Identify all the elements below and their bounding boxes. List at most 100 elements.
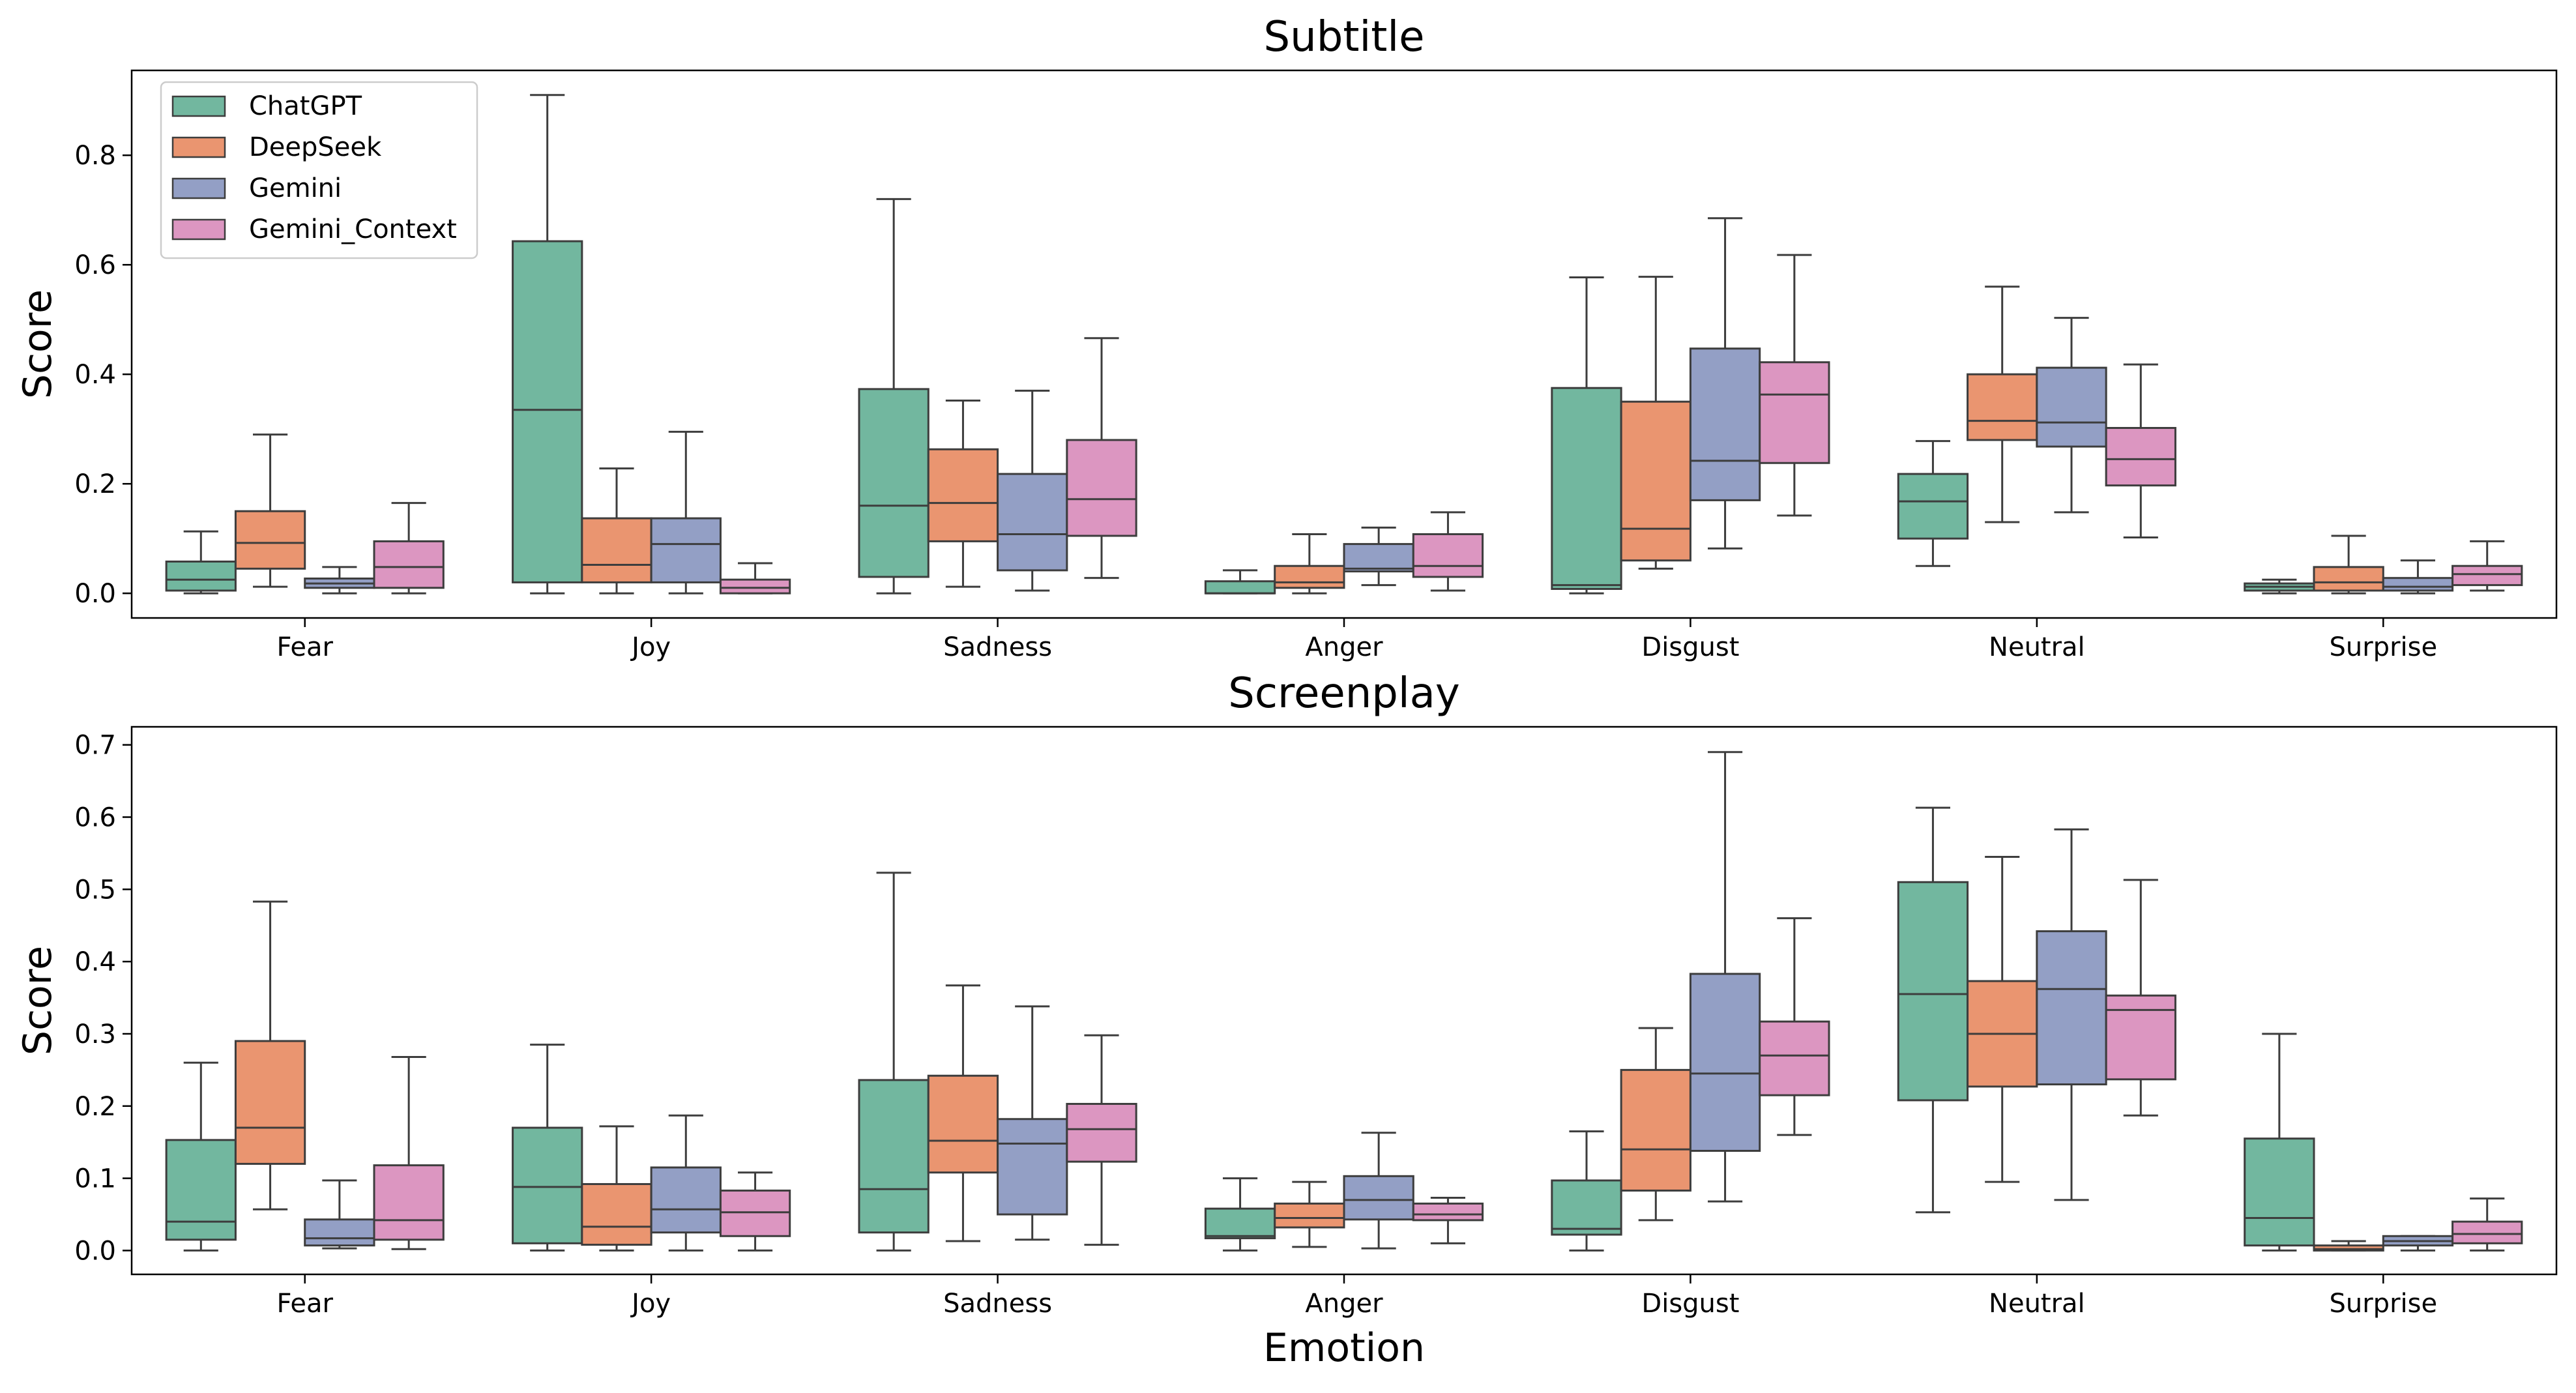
iqr-box bbox=[1967, 373, 2038, 441]
box-deepseek-surprise bbox=[2313, 535, 2384, 594]
subplot-subtitle: Subtitle Score 0.0 0.2 0.4 0.6 0.8 Fear Joy Sadne… bbox=[15, 13, 2558, 662]
box-gemini-context-fear bbox=[373, 502, 445, 594]
iqr-box bbox=[858, 388, 929, 578]
iqr-box bbox=[2036, 930, 2107, 1086]
box-gemini-context-neutral bbox=[2105, 363, 2176, 539]
box-deepseek-disgust bbox=[1620, 1027, 1691, 1222]
box-gemini-disgust bbox=[1689, 217, 1761, 550]
legend-frame bbox=[160, 81, 478, 259]
box-gemini-joy bbox=[650, 430, 722, 594]
x-axis-label: Emotion bbox=[1263, 1325, 1425, 1371]
y-axis-label: Score bbox=[15, 289, 61, 399]
x-tick-label-surprise: Surprise bbox=[2329, 632, 2437, 662]
box-gemini-context-disgust bbox=[1759, 917, 1830, 1136]
box-chatgpt-fear bbox=[165, 1061, 237, 1252]
iqr-box bbox=[1343, 543, 1414, 573]
box-gemini-context-sadness bbox=[1066, 337, 1137, 579]
y-tick-label: 0.6 bbox=[74, 803, 116, 833]
box-gemini-anger bbox=[1343, 1132, 1414, 1250]
x-tick-label-fear: Fear bbox=[277, 1289, 334, 1319]
box-gemini-neutral bbox=[2036, 317, 2107, 514]
chart-title: Subtitle bbox=[1264, 13, 1425, 61]
y-tick-label: 0.0 bbox=[74, 1236, 116, 1266]
box-gemini-fear bbox=[304, 566, 375, 594]
iqr-box bbox=[1412, 533, 1484, 578]
box-gemini-context-sadness bbox=[1066, 1034, 1137, 1246]
legend-swatch-deepseek bbox=[171, 136, 226, 158]
iqr-box bbox=[2244, 1137, 2315, 1247]
box-gemini-anger bbox=[1343, 526, 1414, 587]
iqr-box bbox=[512, 240, 583, 583]
x-tick-label-neutral: Neutral bbox=[1989, 632, 2085, 662]
legend-label-gemini-context: Gemini_Context bbox=[249, 214, 457, 244]
iqr-box bbox=[373, 1164, 445, 1241]
box-gemini-context-surprise bbox=[2452, 540, 2523, 592]
y-tick-label: 0.6 bbox=[74, 250, 116, 280]
legend-swatch-chatgpt bbox=[171, 95, 226, 117]
x-tick-label-anger: Anger bbox=[1305, 1289, 1383, 1319]
iqr-box bbox=[1689, 973, 1761, 1152]
iqr-box bbox=[2452, 565, 2523, 587]
iqr-box bbox=[165, 560, 237, 592]
box-gemini-context-joy bbox=[719, 1171, 791, 1252]
x-tick-label-sadness: Sadness bbox=[943, 632, 1052, 662]
box-chatgpt-neutral bbox=[1897, 440, 1969, 567]
y-tick-label: 0.5 bbox=[74, 875, 116, 905]
iqr-box bbox=[2105, 994, 2176, 1081]
iqr-box bbox=[1066, 439, 1137, 537]
y-tick-label: 0.3 bbox=[74, 1019, 116, 1049]
iqr-box bbox=[1412, 1202, 1484, 1222]
box-gemini-context-disgust bbox=[1759, 254, 1830, 517]
x-tick-label-sadness: Sadness bbox=[943, 1289, 1052, 1319]
y-tick-label: 0.7 bbox=[74, 731, 116, 761]
iqr-box bbox=[2452, 1220, 2523, 1244]
box-chatgpt-joy bbox=[512, 94, 583, 594]
box-gemini-disgust bbox=[1689, 751, 1761, 1203]
iqr-box bbox=[927, 448, 999, 542]
chart-title: Screenplay bbox=[1228, 669, 1460, 718]
iqr-box bbox=[581, 517, 652, 583]
box-chatgpt-sadness bbox=[858, 198, 929, 594]
box-gemini-context-anger bbox=[1412, 511, 1484, 592]
box-gemini-sadness bbox=[997, 389, 1068, 592]
box-gemini-context-fear bbox=[373, 1055, 445, 1250]
iqr-box bbox=[2105, 427, 2176, 487]
plot-frame bbox=[130, 726, 2558, 1276]
iqr-box bbox=[650, 1166, 722, 1234]
x-tick-label-joy: Joy bbox=[630, 1289, 671, 1319]
y-tick-label: 0.8 bbox=[74, 141, 116, 171]
box-chatgpt-surprise bbox=[2244, 1033, 2315, 1252]
iqr-box bbox=[512, 1126, 583, 1244]
y-tick-label: 0.1 bbox=[74, 1164, 116, 1194]
box-chatgpt-sadness bbox=[858, 872, 929, 1252]
box-chatgpt-joy bbox=[512, 1044, 583, 1252]
box-deepseek-disgust bbox=[1620, 276, 1691, 570]
legend-label-chatgpt: ChatGPT bbox=[249, 91, 362, 121]
iqr-box bbox=[1620, 1068, 1691, 1192]
legend-swatch-gemini bbox=[171, 177, 226, 199]
iqr-box bbox=[997, 473, 1068, 572]
y-tick-label: 0.4 bbox=[74, 360, 116, 390]
iqr-box bbox=[2382, 577, 2454, 592]
iqr-box bbox=[1204, 1207, 1276, 1240]
box-chatgpt-disgust bbox=[1551, 1130, 1622, 1252]
box-deepseek-neutral bbox=[1967, 855, 2038, 1183]
box-gemini-context-surprise bbox=[2452, 1197, 2523, 1252]
box-chatgpt-disgust bbox=[1551, 276, 1622, 594]
box-gemini-sadness bbox=[997, 1005, 1068, 1241]
iqr-box bbox=[1343, 1175, 1414, 1221]
box-chatgpt-fear bbox=[165, 530, 237, 594]
box-gemini-joy bbox=[650, 1114, 722, 1252]
box-gemini-context-neutral bbox=[2105, 879, 2176, 1117]
iqr-box bbox=[373, 540, 445, 589]
box-gemini-surprise bbox=[2382, 1235, 2454, 1252]
box-deepseek-fear bbox=[234, 900, 306, 1210]
iqr-box bbox=[719, 1189, 791, 1237]
box-chatgpt-anger bbox=[1204, 1177, 1276, 1252]
x-tick-label-neutral: Neutral bbox=[1989, 1289, 2085, 1319]
x-tick-label-disgust: Disgust bbox=[1641, 1289, 1739, 1319]
iqr-box bbox=[2036, 366, 2107, 448]
x-tick-label-surprise: Surprise bbox=[2329, 1289, 2437, 1319]
